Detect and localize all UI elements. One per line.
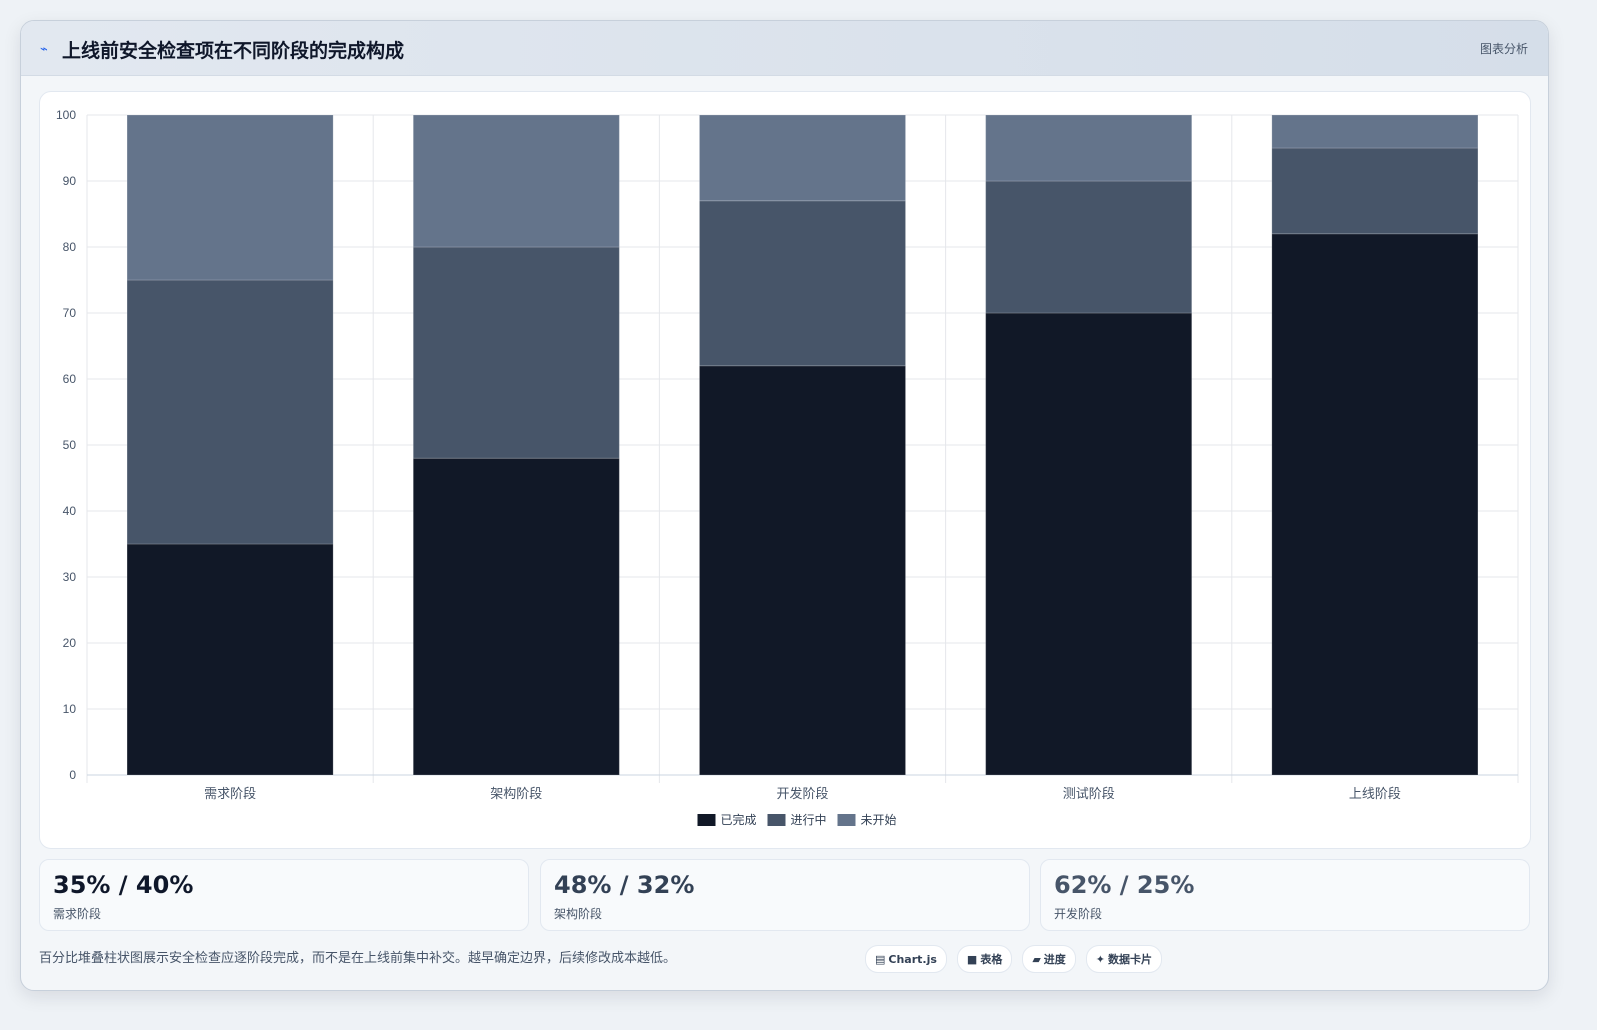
- progress-icon: ▰: [1032, 952, 1041, 966]
- y-tick-label: 60: [63, 372, 77, 386]
- x-tick-label: 上线阶段: [1349, 786, 1401, 801]
- bar-segment: [985, 114, 1193, 182]
- pill-label: Chart.js: [888, 952, 937, 966]
- legend-swatch: [767, 814, 786, 826]
- y-tick-label: 0: [69, 768, 76, 782]
- stat-value: 35% / 40%: [53, 871, 194, 899]
- y-tick-label: 50: [63, 438, 77, 452]
- stat-label: 开发阶段: [1054, 907, 1103, 921]
- pill-table[interactable]: ■ 表格: [956, 945, 1013, 973]
- chart-analysis-link[interactable]: 图表分析: [1479, 42, 1528, 56]
- chart-card: ⌁ 上线前安全检查项在不同阶段的完成构成 图表分析 0 10 20 30 40 50 60 7…: [20, 20, 1549, 991]
- sparkle-icon: ✦: [1095, 952, 1106, 966]
- y-tick-label: 80: [63, 240, 77, 254]
- legend-swatch: [837, 814, 856, 826]
- x-tick-label: 需求阶段: [204, 786, 256, 801]
- stacked-bar-chart: 0 10 20 30 40 50 60 70 80 90 100 需求阶段 架构阶段 开发阶段 测试阶段 上线…: [56, 108, 1519, 827]
- x-tick-label: 架构阶段: [490, 786, 542, 801]
- chart-panel: 0 10 20 30 40 50 60 70 80 90 100 需求阶段 架构阶段 开发阶段 测试阶段 上线…: [39, 91, 1531, 849]
- stat-label: 需求阶段: [53, 907, 102, 921]
- pill-progress[interactable]: ▰ 进度: [1022, 945, 1076, 973]
- bar-segment: [1271, 114, 1479, 149]
- pill-label: 进度: [1043, 953, 1066, 966]
- bar-segment: [412, 114, 620, 248]
- y-tick-label: 70: [63, 306, 77, 320]
- stat-label: 架构阶段: [554, 907, 603, 921]
- bar-segment: [126, 114, 334, 281]
- bar-segment: [412, 457, 620, 776]
- stat-card-development: 62% / 25% 开发阶段: [1040, 859, 1530, 931]
- card-header: ⌁ 上线前安全检查项在不同阶段的完成构成 图表分析: [21, 21, 1548, 76]
- trend-line-icon: ⌁: [40, 42, 48, 57]
- stat-value: 48% / 32%: [554, 871, 695, 899]
- chart-icon: ▤: [875, 952, 886, 966]
- y-tick-label: 20: [63, 636, 77, 650]
- bar-segment: [698, 114, 907, 202]
- y-tick-label: 90: [63, 174, 77, 188]
- pill-label: 表格: [980, 953, 1003, 966]
- stat-card-requirements: 35% / 40% 需求阶段: [39, 859, 529, 931]
- stat-value: 62% / 25%: [1054, 871, 1195, 899]
- pill-chartjs[interactable]: ▤ Chart.js: [865, 945, 947, 973]
- y-tick-label: 40: [63, 504, 77, 518]
- tag-pills: ▤ Chart.js ■ 表格 ▰ 进度 ✦ 数据卡片: [865, 945, 1163, 973]
- bar-segment: [698, 365, 907, 776]
- legend-label: 未开始: [861, 813, 897, 827]
- bar-segment: [985, 312, 1193, 776]
- bar-segment: [126, 543, 334, 776]
- bar-segment: [1271, 233, 1479, 776]
- chart-footnote: 百分比堆叠柱状图展示安全检查应逐阶段完成，而不是在上线前集中补交。越早确定边界，…: [39, 951, 677, 966]
- bar-segment: [126, 279, 334, 545]
- legend-label: 进行中: [791, 812, 827, 827]
- y-tick-label: 30: [63, 570, 77, 584]
- stat-card-architecture: 48% / 32% 架构阶段: [540, 859, 1030, 931]
- pill-data-card[interactable]: ✦ 数据卡片: [1085, 945, 1163, 973]
- bar-segment: [1271, 147, 1479, 235]
- x-tick-label: 开发阶段: [776, 786, 828, 801]
- table-icon: ■: [966, 952, 978, 966]
- bar-segment: [985, 180, 1193, 314]
- y-tick-label: 100: [56, 108, 76, 122]
- y-tick-label: 10: [63, 702, 77, 716]
- legend-label: 已完成: [721, 812, 757, 827]
- legend-swatch: [697, 814, 716, 826]
- chart-title: 上线前安全检查项在不同阶段的完成构成: [62, 40, 405, 62]
- pill-label: 数据卡片: [1108, 953, 1153, 966]
- x-tick-label: 测试阶段: [1063, 786, 1115, 801]
- bar-segment: [412, 246, 620, 459]
- bar-segment: [698, 200, 907, 367]
